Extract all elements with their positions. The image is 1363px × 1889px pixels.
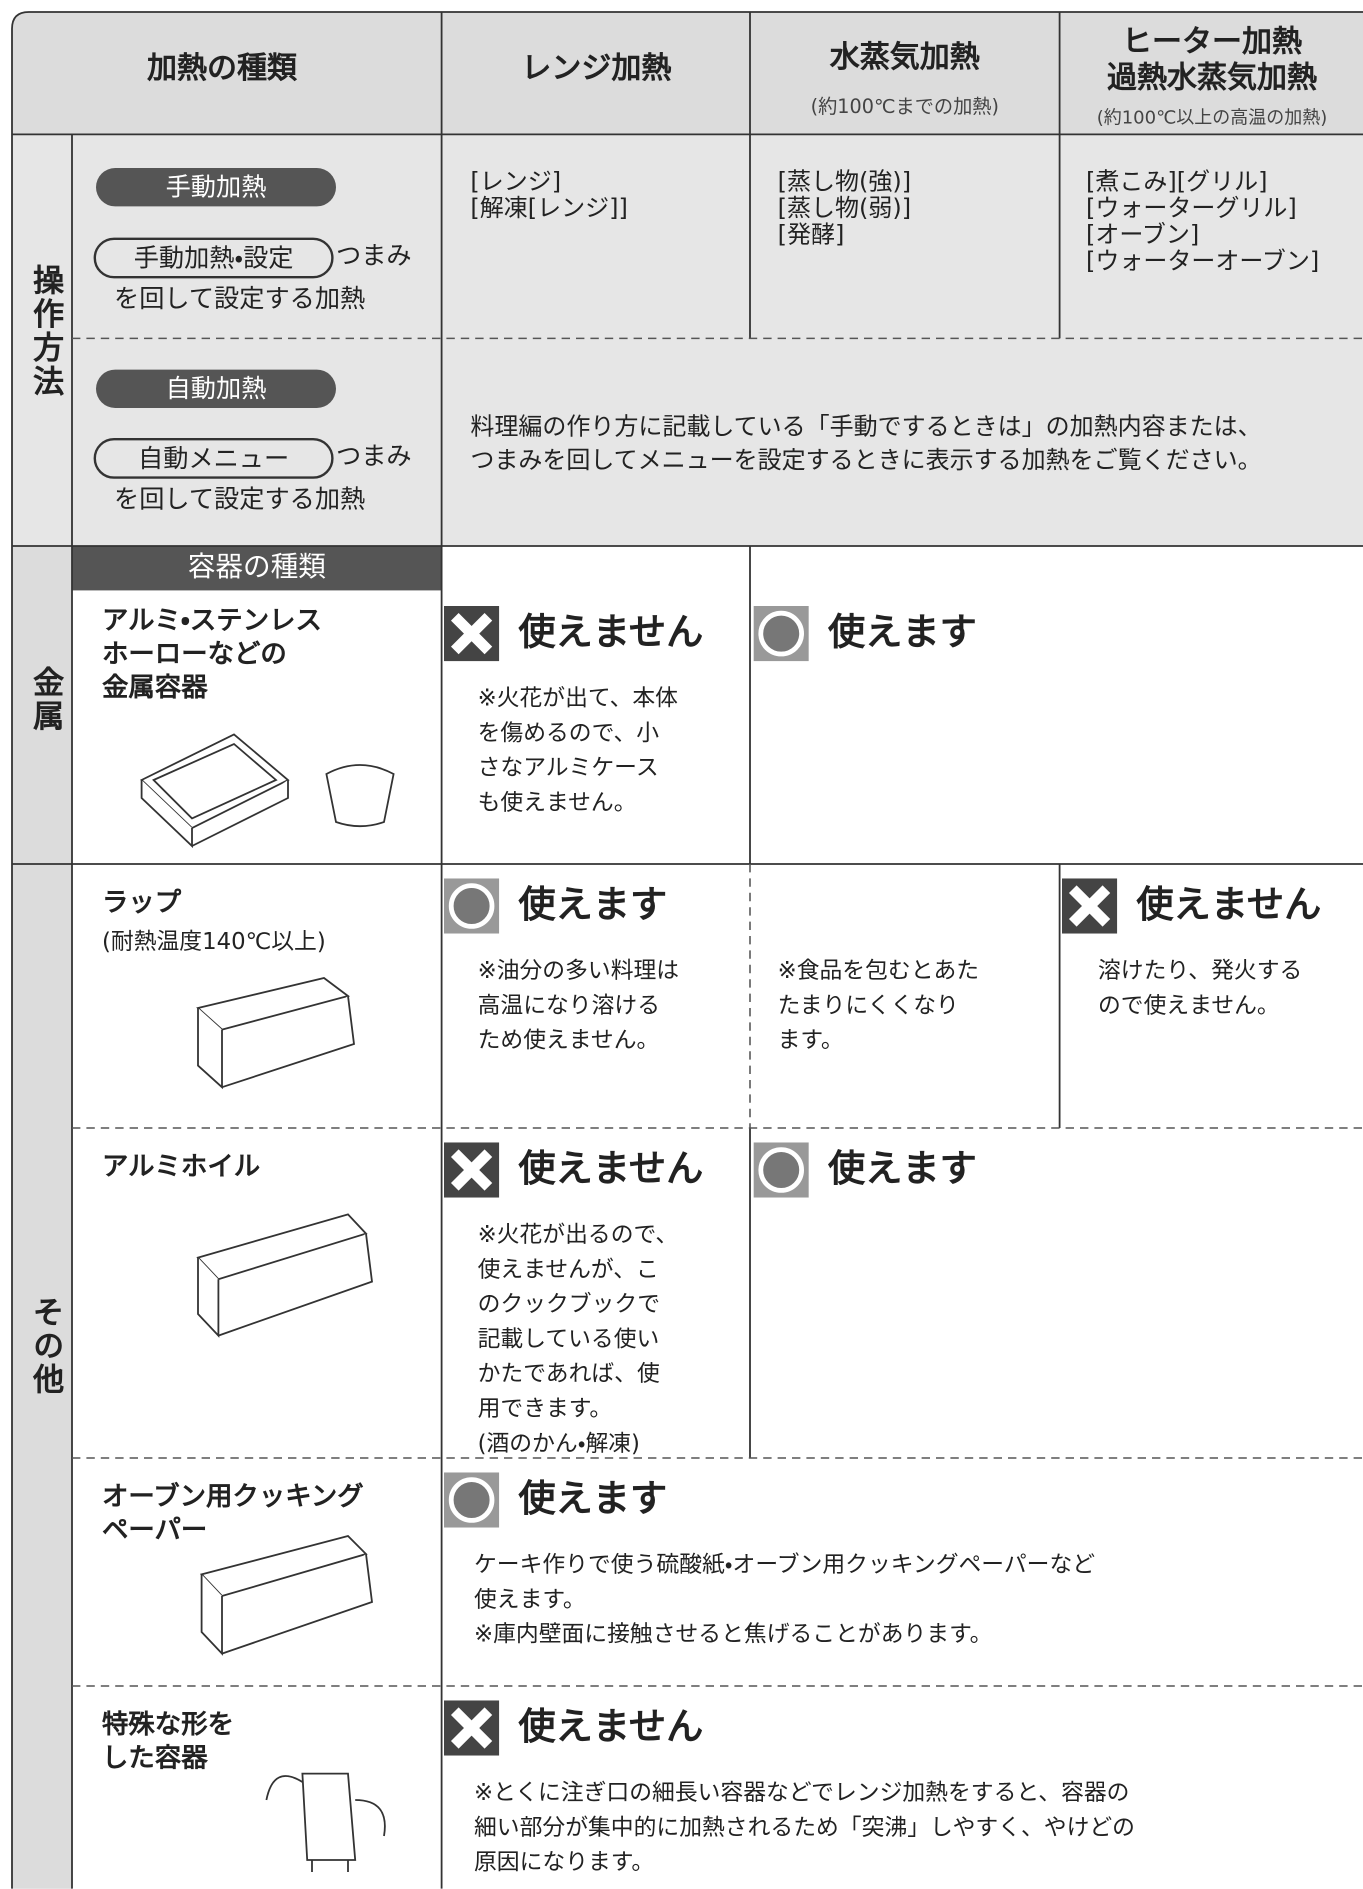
- container-name: ペーパー: [102, 1515, 208, 1546]
- container-name: ラップ: [102, 888, 182, 919]
- header-heater: ヒーター加熱: [1121, 24, 1303, 59]
- container-header: 容器の種類: [187, 552, 326, 584]
- container-sub: (耐熱温度140℃以上): [102, 928, 326, 956]
- note: ケーキ作りで使う硫酸紙・オーブン用クッキングペーパーなど: [474, 1551, 1096, 1579]
- operation-label: 操作方法: [27, 264, 64, 399]
- verdict: 使えません: [518, 610, 704, 654]
- note: ※食品を包むとあた: [777, 957, 980, 985]
- note: さなアルミケース: [477, 754, 659, 782]
- verdict: 使えます: [828, 610, 977, 654]
- ok-icon: [753, 1142, 809, 1198]
- header-range: レンジ加熱: [521, 50, 672, 86]
- ng-icon: [1062, 878, 1118, 934]
- metal-label: 金属: [27, 666, 64, 734]
- container-name: 特殊な形を: [102, 1710, 235, 1741]
- note: かたであれば、使: [477, 1360, 660, 1388]
- note: ※庫内壁面に接触させると焦げることがあります。: [474, 1621, 993, 1648]
- op-range: [解凍[レンジ]]: [470, 193, 628, 223]
- note: 使えませんが、こ: [477, 1256, 659, 1283]
- verdict: 使えます: [518, 883, 668, 927]
- manual-knob: 手動加熱・設定: [93, 237, 334, 279]
- ng-icon: [444, 606, 500, 662]
- knob-suffix: つまみ: [336, 441, 412, 471]
- note: (酒のかん・解凍): [477, 1430, 640, 1457]
- note: たまりにくくなり: [777, 992, 959, 1019]
- header-heater: 過熱水蒸気加熱: [1106, 60, 1318, 95]
- op-heater: [オーブン]: [1086, 219, 1200, 249]
- note: 細い部分が集中的に加熱されるため「突沸」しやすく、やけどの: [474, 1814, 1135, 1841]
- knob-suffix: つまみ: [336, 241, 412, 270]
- auto-text: つまみを回してメニューを設定するときに表示する加熱をご覧ください。: [470, 445, 1262, 475]
- note: ので使えません。: [1098, 992, 1280, 1019]
- op-heater: [煮こみ][グリル]: [1086, 166, 1268, 196]
- auto-text: 料理編の作り方に記載している「手動でするときは」の加熱内容または、: [470, 411, 1262, 441]
- ng-icon: [444, 1142, 500, 1198]
- note: ※油分の多い料理は: [477, 957, 680, 985]
- header-steam: 水蒸気加熱: [829, 39, 980, 75]
- note: 高温になり溶ける: [477, 992, 661, 1019]
- op-heater: [ウォーターオーブン]: [1086, 246, 1320, 275]
- other-label: その他: [27, 1296, 64, 1397]
- op-steam: [蒸し物(強)]: [777, 166, 912, 196]
- note: ます。: [777, 1027, 844, 1054]
- container-name: アルミホイル: [102, 1152, 261, 1182]
- header-bg: [12, 12, 1363, 135]
- op-range: [レンジ]: [470, 166, 562, 196]
- note: 溶けたり、発火する: [1098, 957, 1303, 985]
- side-bg: [12, 546, 72, 1889]
- note: 原因になります。: [474, 1849, 655, 1876]
- verdict: 使えません: [518, 1147, 704, 1191]
- note: 用できます。: [477, 1395, 613, 1422]
- container-header-bg: [72, 546, 442, 591]
- header-steam-note: (約100℃までの加熱): [810, 94, 1000, 118]
- verdict: 使えません: [1136, 883, 1322, 927]
- op-heater: [ウォーターグリル]: [1086, 193, 1297, 223]
- note: ※火花が出て、本体: [477, 685, 678, 712]
- ok-icon: [444, 878, 500, 934]
- note: を傷めるので、小: [477, 720, 660, 747]
- container-name: オーブン用クッキング: [102, 1482, 364, 1512]
- manual-pill: 手動加熱: [96, 168, 336, 207]
- header-heater-note: (約100℃以上の高温の加熱): [1096, 106, 1328, 129]
- header-kind: 加熱の種類: [146, 50, 298, 86]
- op-steam: [発酵]: [777, 219, 845, 249]
- verdict: 使えます: [828, 1147, 977, 1191]
- note: も使えません。: [477, 789, 637, 817]
- note: のクックブックで: [477, 1291, 661, 1318]
- ok-icon: [444, 1472, 500, 1528]
- container-name: 金属容器: [102, 673, 208, 704]
- op-steam: [蒸し物(弱)]: [777, 193, 912, 223]
- container-name: ホーローなどの: [102, 639, 287, 670]
- verdict: 使えません: [518, 1705, 704, 1749]
- ok-icon: [753, 606, 809, 662]
- auto-pill: 自動加熱: [96, 369, 336, 409]
- auto-knob: 自動メニュー: [93, 438, 334, 479]
- note: 記載している使い: [477, 1326, 660, 1353]
- container-name: した容器: [102, 1743, 208, 1774]
- note: ため使えません。: [477, 1027, 660, 1054]
- note: ※火花が出るので、: [477, 1221, 679, 1248]
- manual-desc: を回して設定する加熱: [114, 284, 366, 314]
- note: ※とくに注ぎ口の細長い容器などでレンジ加熱をすると、容器の: [474, 1779, 1130, 1807]
- ng-icon: [444, 1700, 500, 1756]
- auto-desc: を回して設定する加熱: [114, 484, 366, 514]
- container-name: アルミ・ステンレス: [102, 606, 322, 636]
- verdict: 使えます: [518, 1477, 668, 1521]
- note: 使えます。: [474, 1586, 586, 1613]
